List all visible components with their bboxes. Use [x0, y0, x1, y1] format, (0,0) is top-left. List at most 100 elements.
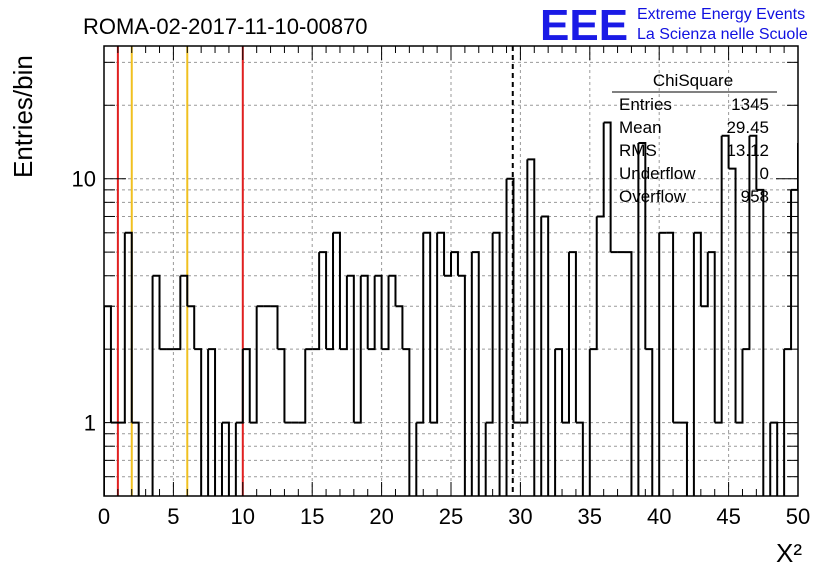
- histogram-bin: [658, 232, 661, 496]
- x-tick-label: 20: [369, 504, 393, 529]
- x-tick-label: 30: [508, 504, 532, 529]
- stats-rms-value: 13.12: [726, 141, 769, 160]
- histogram-bin: [624, 251, 633, 496]
- histogram-bin: [353, 275, 362, 424]
- histogram-bin: [319, 251, 328, 350]
- histogram-bin: [541, 215, 550, 496]
- histogram-bin: [791, 143, 798, 191]
- x-axis-label: X²: [776, 538, 802, 568]
- histogram-bin: [714, 135, 723, 424]
- histogram-bin: [540, 216, 543, 496]
- histogram-bin: [588, 349, 591, 496]
- histogram-bin: [769, 422, 772, 496]
- histogram-bin: [194, 348, 203, 496]
- histogram-bin: [242, 348, 251, 423]
- histogram-bin: [470, 252, 473, 496]
- histogram-bin: [575, 421, 584, 496]
- histogram-bin: [484, 422, 487, 496]
- histogram-bin: [520, 159, 529, 424]
- histogram-bin: [457, 274, 466, 496]
- histogram-bin: [666, 231, 675, 423]
- x-tick-label: 45: [716, 504, 740, 529]
- stats-underflow-value: 0: [760, 164, 769, 183]
- histogram-bin: [589, 216, 598, 351]
- histogram-bin: [471, 251, 480, 496]
- histogram-bin: [388, 274, 397, 307]
- histogram-bin: [235, 349, 244, 424]
- histogram-bin: [395, 305, 404, 350]
- x-tick-label: 35: [578, 504, 602, 529]
- stats-mean-label: Mean: [619, 118, 662, 137]
- y-tick-label: 10: [72, 167, 96, 192]
- histogram-bin: [742, 135, 751, 351]
- stats-box: ChiSquare Entries 1345 Mean 29.45 RMS 13…: [612, 71, 777, 206]
- histogram-bin: [180, 274, 189, 307]
- logo-mark: EEE: [540, 1, 628, 50]
- stats-entries-label: Entries: [619, 95, 672, 114]
- histogram-bin: [555, 348, 564, 423]
- histogram-bin: [812, 202, 819, 349]
- histogram-bin: [298, 349, 307, 424]
- histogram-bin: [207, 349, 210, 496]
- histogram-bin: [707, 251, 716, 423]
- histogram-bin: [749, 134, 758, 190]
- histogram-bin: [645, 348, 654, 496]
- eee-logo: EEE Extreme Energy Events La Scienza nel…: [540, 1, 808, 50]
- histogram-bin: [152, 274, 161, 350]
- histogram-bin: [346, 274, 355, 423]
- histogram-bin: [208, 348, 217, 496]
- histogram-bars: [104, 121, 819, 496]
- grid-lines: [104, 46, 798, 496]
- histogram-bin: [277, 348, 286, 423]
- histogram-bin: [367, 275, 376, 351]
- histogram-bin: [151, 275, 154, 496]
- y-tick-label: 1: [84, 411, 96, 436]
- stats-underflow-label: Underflow: [619, 164, 696, 183]
- histogram-bin: [415, 422, 418, 496]
- x-tick-label: 40: [647, 504, 671, 529]
- histogram-bin: [505, 178, 508, 496]
- x-tick-label: 0: [98, 504, 110, 529]
- stats-entries-value: 1345: [731, 95, 769, 114]
- histogram-bin: [451, 251, 459, 276]
- histogram-bin: [506, 177, 515, 423]
- histogram-bin: [485, 232, 494, 424]
- chart-title: ROMA-02-2017-11-10-00870: [83, 14, 368, 39]
- histogram-bin: [728, 167, 737, 423]
- histogram-bin: [444, 252, 452, 277]
- histogram-bin: [339, 275, 348, 351]
- histogram-bin: [381, 275, 390, 351]
- x-tick-label: 50: [786, 504, 810, 529]
- histogram-bin: [784, 189, 793, 351]
- stats-mean-value: 29.45: [726, 118, 769, 137]
- marker-lines: [116, 46, 514, 496]
- histogram-bin: [637, 143, 640, 496]
- histogram-bin: [326, 232, 335, 351]
- histogram-bin: [333, 231, 341, 350]
- histogram-bin: [104, 305, 112, 496]
- x-tick-label: 25: [439, 504, 463, 529]
- x-tick-label: 5: [167, 504, 179, 529]
- histogram-bin: [638, 142, 647, 350]
- axis-ticks: [103, 46, 799, 497]
- histogram-bin: [312, 252, 321, 351]
- histogram-bin: [492, 231, 501, 496]
- histogram-bin: [360, 274, 369, 350]
- axis-tick-labels: 0 5 10 15 20 25 30 35 40 45 50 1 10: [72, 167, 811, 529]
- histogram-bin: [437, 231, 446, 276]
- histogram-bin: [124, 231, 133, 423]
- histogram-bin: [680, 421, 688, 496]
- histogram-bin: [416, 232, 425, 424]
- stats-overflow-value: 958: [741, 187, 769, 206]
- histogram-bin: [735, 349, 744, 424]
- histogram-bin: [221, 421, 230, 496]
- histogram-bin: [173, 275, 182, 351]
- histogram-bin: [562, 252, 570, 424]
- histogram-bin: [234, 422, 237, 496]
- histogram-bin: [423, 231, 432, 423]
- stats-overflow-label: Overflow: [619, 187, 687, 206]
- histogram-bin: [756, 188, 765, 496]
- histogram-bin: [527, 158, 536, 496]
- histogram-bin: [770, 421, 779, 496]
- histogram-bin: [692, 232, 695, 496]
